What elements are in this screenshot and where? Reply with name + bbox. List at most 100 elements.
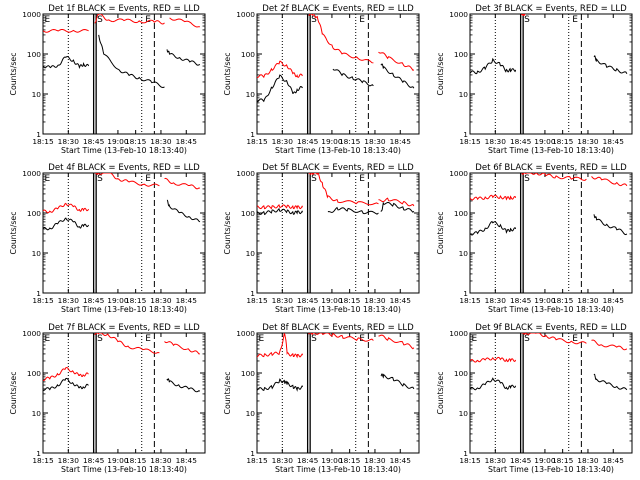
- x-tick-label: 18:30: [577, 296, 599, 305]
- y-tick-label: 1: [36, 289, 41, 298]
- panel-title: Det 1f BLACK = Events, RED = LLD: [48, 4, 200, 14]
- lld-series-line: [378, 51, 415, 71]
- x-tick-label: 18:45: [83, 296, 105, 305]
- y-tick-label: 1: [250, 449, 255, 458]
- panel-8: Det 8f BLACK = Events, RED = LLD 1 10 100 10…: [223, 323, 420, 474]
- x-tick-label: 18:30: [577, 137, 599, 146]
- x-tick-label: 18:15: [125, 296, 147, 305]
- panel-1: Det 1f BLACK = Events, RED = LLD 1 10 100 10…: [9, 4, 206, 155]
- x-tick-label: 18:15: [125, 456, 147, 465]
- y-tick-label: 10: [32, 409, 42, 418]
- x-tick-label: 18:15: [552, 456, 574, 465]
- events-series-line: [470, 377, 517, 391]
- x-tick-label: 18:30: [364, 137, 386, 146]
- events-series-line: [43, 377, 89, 391]
- x-tick-label: 18:30: [485, 296, 507, 305]
- marker-label: S: [97, 334, 103, 344]
- lld-series-line: [591, 176, 628, 187]
- x-tick-label: 19:00: [321, 296, 343, 305]
- plot-frame: [469, 332, 633, 454]
- x-tick-label: 18:15: [552, 137, 574, 146]
- x-tick-label: 18:30: [272, 137, 294, 146]
- x-tick-label: 18:30: [58, 137, 80, 146]
- x-tick-label: 18:30: [364, 456, 386, 465]
- y-axis-label: Counts/sec: [9, 53, 18, 96]
- x-tick-label: 18:45: [297, 137, 319, 146]
- events-series-line: [593, 55, 628, 75]
- x-tick-label: 19:00: [107, 456, 129, 465]
- events-series-line: [257, 378, 304, 392]
- x-tick-label: 18:45: [603, 296, 625, 305]
- events-series-line: [380, 63, 415, 89]
- panel-title: Det 5f BLACK = Events, RED = LLD: [262, 163, 414, 173]
- x-tick-label: 18:15: [32, 137, 54, 146]
- y-tick-label: 100: [27, 369, 41, 378]
- x-tick-label: 18:15: [125, 137, 147, 146]
- lld-series-line: [257, 333, 304, 359]
- x-tick-label: 18:45: [603, 137, 625, 146]
- y-tick-label: 1: [463, 449, 468, 458]
- x-tick-label: 18:30: [272, 456, 294, 465]
- marker-label: E: [359, 174, 365, 184]
- marker-label: E: [572, 334, 578, 344]
- plot-frame: [256, 332, 420, 454]
- events-series-line: [380, 202, 415, 213]
- y-tick-label: 1000: [236, 10, 255, 19]
- y-tick-label: 100: [27, 209, 41, 218]
- y-tick-label: 1: [250, 289, 255, 298]
- y-tick-label: 1000: [236, 169, 255, 178]
- events-series-line: [257, 74, 303, 103]
- x-tick-label: 18:45: [510, 456, 532, 465]
- y-tick-label: 1000: [449, 169, 468, 178]
- x-tick-label: 18:45: [176, 296, 198, 305]
- lld-series-line: [94, 14, 165, 25]
- y-tick-label: 10: [459, 249, 469, 258]
- marker-label: S: [97, 174, 103, 184]
- x-tick-label: 19:00: [534, 137, 556, 146]
- x-tick-label: 18:30: [150, 296, 172, 305]
- marker-label: E: [45, 174, 51, 184]
- plot-frame: [256, 13, 420, 135]
- x-axis-label: Start Time (13-Feb-10 18:13:40): [488, 465, 614, 474]
- y-tick-label: 100: [241, 369, 255, 378]
- panel-2: Det 2f BLACK = Events, RED = LLD 1 10 100 10…: [223, 4, 420, 155]
- lld-series-line: [308, 173, 379, 206]
- marker-label: S: [97, 15, 103, 25]
- x-tick-label: 18:15: [459, 456, 481, 465]
- y-axis-label: Counts/sec: [223, 53, 232, 96]
- lld-series-line: [257, 60, 303, 79]
- x-tick-label: 18:15: [32, 456, 54, 465]
- events-series-line: [43, 217, 90, 231]
- marker-label: E: [259, 334, 265, 344]
- events-series-line: [380, 373, 415, 390]
- x-tick-label: 18:45: [390, 137, 412, 146]
- y-axis-label: Counts/sec: [223, 372, 232, 415]
- marker-label: E: [472, 334, 478, 344]
- x-tick-label: 18:45: [83, 456, 105, 465]
- x-tick-label: 18:15: [552, 296, 574, 305]
- y-tick-label: 1000: [236, 329, 255, 338]
- x-tick-label: 18:30: [485, 137, 507, 146]
- marker-label: E: [359, 15, 365, 25]
- plot-frame: [42, 332, 206, 454]
- y-tick-label: 1: [36, 130, 41, 139]
- y-tick-label: 10: [459, 409, 469, 418]
- x-tick-label: 18:45: [176, 137, 198, 146]
- marker-label: E: [145, 174, 151, 184]
- events-series-line: [470, 220, 517, 236]
- x-axis-label: Start Time (13-Feb-10 18:13:40): [275, 146, 401, 155]
- lld-series-line: [169, 17, 200, 28]
- marker-label: E: [359, 334, 365, 344]
- x-axis-label: Start Time (13-Feb-10 18:13:40): [488, 146, 614, 155]
- x-tick-label: 19:00: [534, 296, 556, 305]
- x-axis-label: Start Time (13-Feb-10 18:13:40): [61, 465, 187, 474]
- y-tick-label: 10: [246, 249, 256, 258]
- panel-title: Det 6f BLACK = Events, RED = LLD: [475, 163, 627, 173]
- events-series-line: [166, 49, 201, 66]
- events-series-line: [327, 206, 379, 215]
- plot-frame: [469, 172, 633, 294]
- plot-frame: [42, 172, 206, 294]
- x-tick-label: 18:15: [339, 296, 361, 305]
- y-tick-label: 10: [246, 409, 256, 418]
